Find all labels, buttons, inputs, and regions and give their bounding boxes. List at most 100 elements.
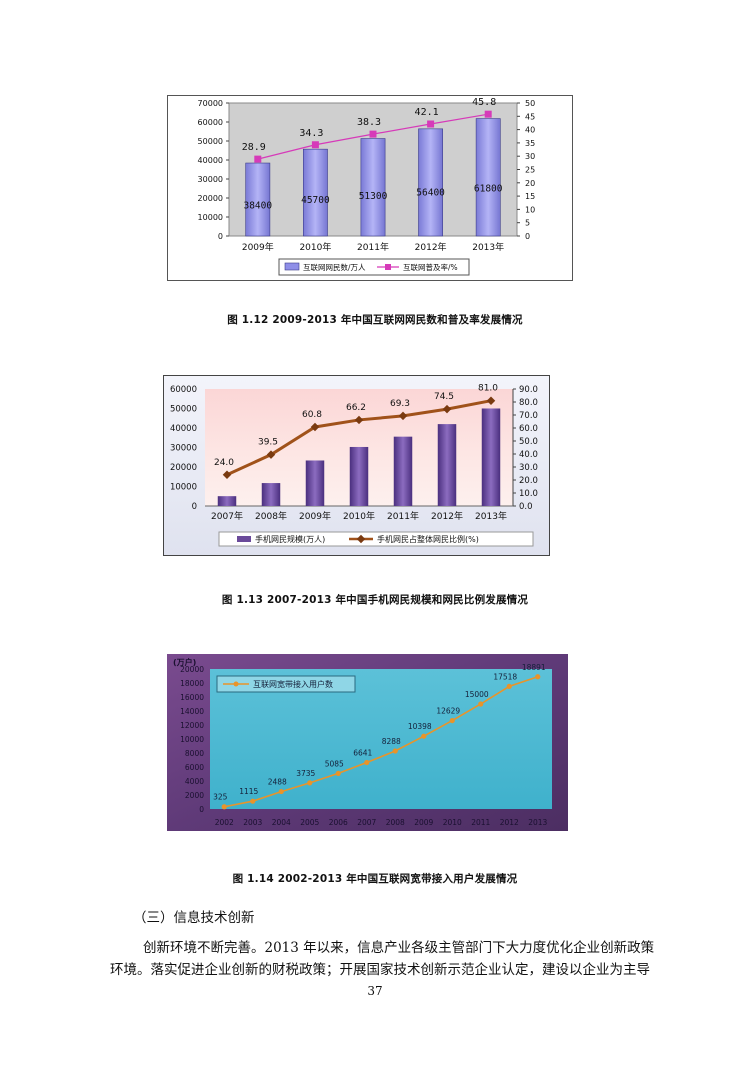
figure-caption-1-13: 图 1.13 2007-2013 年中国手机网民规模和网民比例发展情况: [221, 594, 529, 606]
line-marker: [311, 141, 319, 149]
point-value-label: 15000: [465, 690, 489, 699]
right-axis-tick-label: 20.0: [519, 476, 538, 486]
line-value-label: 81.0: [478, 384, 498, 394]
bar: [481, 408, 501, 506]
right-axis-tick-label: 30: [525, 152, 535, 161]
left-axis-tick-label: 20000: [198, 194, 223, 203]
legend-bar-swatch: [237, 536, 251, 542]
point-value-label: 17518: [493, 672, 517, 681]
y-axis-tick-label: 6000: [185, 763, 204, 772]
bar: [475, 118, 501, 237]
left-axis-tick-label: 30000: [170, 444, 197, 454]
bar: [418, 128, 443, 237]
left-axis-tick-label: 0: [192, 502, 197, 512]
left-axis-tick-label: 0: [218, 232, 223, 241]
line-marker: [486, 396, 496, 405]
x-axis-tick-label: 2008: [386, 818, 405, 827]
left-axis-tick-label: 30000: [198, 175, 223, 184]
point-value-label: 1115: [239, 787, 258, 796]
y-axis-tick-label: 14000: [180, 707, 204, 716]
left-axis-tick-label: 40000: [198, 156, 223, 165]
right-axis-tick-label: 70.0: [519, 411, 538, 421]
left-axis-tick-label: 60000: [170, 385, 197, 395]
x-axis-tick-label: 2009年: [242, 241, 274, 253]
left-axis-tick-label: 60000: [198, 118, 223, 127]
line-marker: [364, 759, 370, 766]
legend-bar-label: 手机网民规模(万人): [255, 534, 325, 544]
bar: [217, 496, 237, 506]
figure-1-13: 0 10000 20000 30000 40000 50000 60000 0.0 10.0 20…: [163, 375, 550, 556]
right-axis-tick-label: 80.0: [519, 398, 538, 408]
line-marker: [310, 422, 320, 432]
line-marker: [354, 415, 364, 425]
x-axis-tick-label: 2013: [528, 818, 547, 827]
left-axis-tick-label: 40000: [170, 424, 197, 434]
x-axis-tick-label: 2010年: [299, 241, 331, 253]
bar: [261, 483, 281, 506]
legend-box: [218, 531, 534, 547]
x-axis-tick-label: 2012: [500, 818, 519, 827]
line-marker: [442, 404, 452, 414]
bar: [360, 138, 386, 237]
left-axis-tick-label: 50000: [170, 405, 197, 415]
line-marker: [421, 733, 427, 739]
y-axis-tick-label: 0: [199, 805, 204, 814]
line-marker: [484, 110, 492, 118]
legend-line-marker: [356, 534, 366, 544]
line-value-label: 42.1: [415, 107, 439, 118]
line-marker: [266, 450, 276, 459]
right-axis-tick-label: 90.0: [519, 385, 538, 395]
right-axis-tick-label: 30.0: [519, 463, 538, 473]
legend-line-marker: [385, 264, 391, 270]
line-marker: [221, 804, 227, 810]
x-axis-tick-label: 2010: [443, 818, 462, 827]
line-value-label: 34.3: [299, 128, 323, 139]
line-marker: [335, 770, 341, 777]
section-heading: （三）信息技术创新: [133, 910, 255, 926]
right-axis-tick-label: 40.0: [519, 450, 538, 460]
x-axis-tick-label: 2011年: [357, 241, 389, 253]
right-axis-tick-label: 0: [525, 232, 530, 241]
line-value-label: 60.8: [302, 410, 322, 420]
point-value-label: 10398: [408, 722, 432, 731]
left-axis-tick-label: 10000: [170, 483, 197, 493]
right-axis-tick-label: 35: [525, 139, 535, 148]
bar-value-label: 61800: [474, 183, 503, 194]
line-marker: [506, 683, 512, 689]
y-axis-tick-label: 2000: [185, 791, 204, 800]
legend-line-label: 互联网普及率/%: [403, 262, 458, 272]
paragraph-line-1: 创新环境不断完善。2013 年以来，信息产业各级主管部门下大力度优化企业创新政策: [143, 940, 655, 956]
line-value-label: 66.2: [346, 403, 366, 413]
point-value-label: 3735: [296, 769, 315, 778]
x-axis-tick-label: 2008年: [255, 510, 287, 522]
figure-1-14: (万户) 0 2000 4000 6000 8000 10000 12000 14000 1600…: [167, 654, 568, 831]
x-axis-tick-label: 2009: [414, 818, 433, 827]
bar-value-label: 51300: [359, 191, 388, 202]
x-axis-tick-label: 2002: [215, 818, 234, 827]
x-axis-tick-label: 2012年: [431, 510, 463, 522]
x-axis-tick-label: 2012年: [415, 241, 447, 253]
legend-line-marker: [233, 681, 239, 687]
right-axis-tick-label: 45: [525, 112, 535, 121]
x-axis-tick-label: 2007: [357, 818, 376, 827]
line-marker: [307, 780, 313, 786]
line-marker: [478, 701, 484, 707]
y-axis-tick-label: 16000: [180, 693, 204, 702]
chart-broadband-users: (万户) 0 2000 4000 6000 8000 10000 12000 14000 1600…: [167, 654, 568, 831]
left-axis-tick-label: 20000: [170, 463, 197, 473]
line-marker: [278, 788, 284, 795]
legend-label: 互联网宽带接入用户数: [253, 679, 333, 689]
bar-value-label: 45700: [301, 195, 330, 206]
bar: [349, 446, 369, 506]
right-axis-tick-label: 25: [525, 166, 535, 175]
legend-box: [278, 258, 470, 276]
left-axis-tick-label: 70000: [198, 99, 223, 108]
line-marker: [250, 798, 256, 804]
point-value-label: 18891: [522, 663, 546, 672]
legend-bar-swatch: [284, 262, 300, 271]
line-value-label: 38.3: [357, 117, 381, 128]
right-axis-tick-label: 10.0: [519, 489, 538, 499]
broadband-line: [224, 676, 539, 808]
y-axis-tick-label: 20000: [180, 665, 204, 674]
line-value-label: 45.8: [472, 97, 496, 108]
